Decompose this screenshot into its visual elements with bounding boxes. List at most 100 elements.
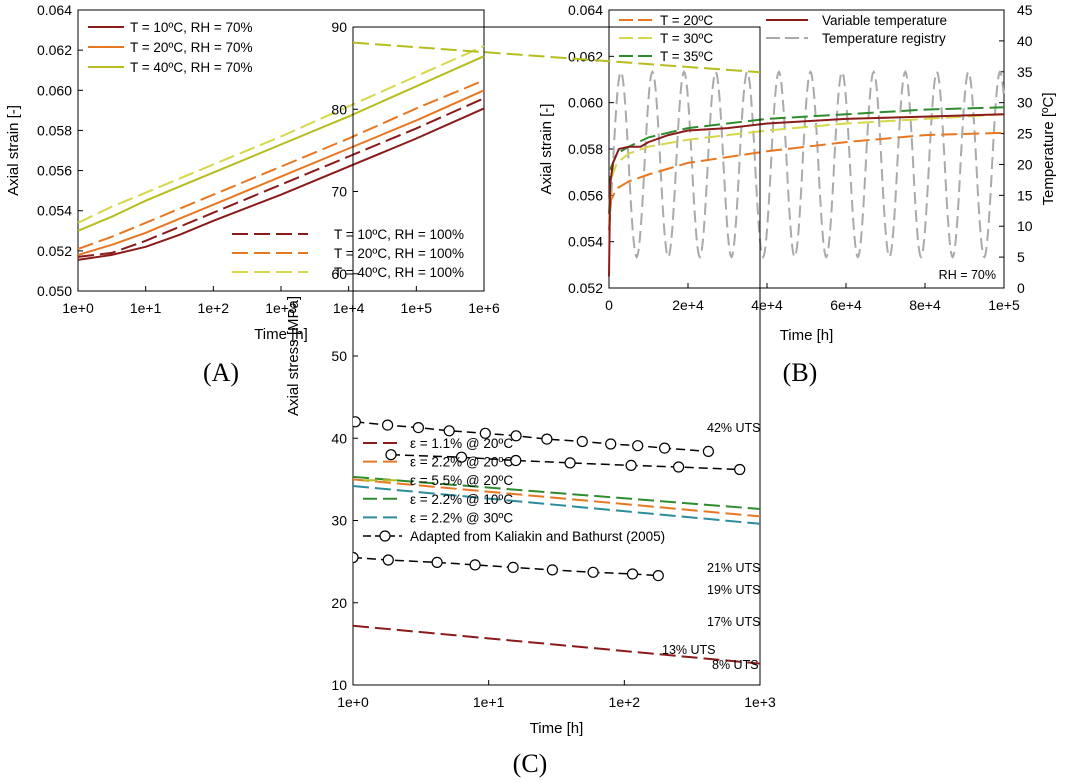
panel-c-legend-label: Adapted from Kaliakin and Bathurst (2005… [410, 529, 665, 544]
panel-a-series-line [77, 45, 485, 224]
panel-a-x-tick-label: 1e+4 [333, 300, 365, 316]
panel-b-y2-axis-label: Temperature [ºC] [1040, 92, 1057, 205]
panel-c-y-tick-label: 90 [331, 19, 347, 35]
panel-b-y2-tick-label: 5 [1017, 249, 1025, 265]
panel-c-series-marker [382, 419, 394, 431]
panel-b-y-axis-label: Axial strain [-] [538, 104, 555, 195]
panel-c-series-line [353, 475, 760, 510]
panel-b-legend-label: T = 30ºC [660, 31, 713, 46]
panel-c-series-line [353, 485, 760, 525]
panel-a-series-line [77, 97, 485, 258]
panel-b-y2-tick-label: 35 [1017, 64, 1033, 80]
panel-a-y-tick-label: 0.060 [37, 82, 72, 98]
panel-c-series-marker [734, 463, 746, 476]
panel-c-series-marker [626, 568, 639, 580]
panel-a-x-tick-label: 1e+6 [468, 300, 500, 316]
panel-a-label: (A) [203, 358, 239, 387]
panel-b-series-line [608, 113, 1005, 277]
panel-c-series-marker [431, 556, 443, 569]
panel-b-x-tick-label: 0 [605, 297, 613, 313]
panel-c-series-line [353, 41, 760, 74]
panel-b-legend-label: T = 20ºC [660, 13, 713, 28]
panel-b-y2-tick-label: 25 [1017, 126, 1033, 142]
panel-c-series-marker [412, 422, 424, 434]
panel-b-y-tick-label: 0.064 [568, 2, 603, 18]
panel-c-series-marker [652, 569, 664, 582]
panel-b-y-tick-label: 0.062 [568, 48, 603, 64]
panel-c-series-line [355, 421, 709, 453]
panel-a-y-tick-label: 0.056 [37, 163, 72, 179]
panel-c-y-tick-label: 60 [331, 266, 347, 282]
panel-c-series-marker [353, 551, 359, 564]
panel-a-legend-label: T = 10ºC, RH = 70% [130, 20, 253, 35]
panel-b-y2-tick-label: 0 [1017, 280, 1025, 296]
panel-c-y-tick-label: 50 [331, 348, 347, 364]
panel-c-series-marker [385, 449, 397, 461]
panel-b-y-tick-label: 0.056 [568, 187, 603, 203]
panel-c-series-marker [605, 438, 617, 450]
panel-c-series-marker [702, 445, 715, 457]
panel-c-y-tick-label: 70 [331, 184, 347, 200]
panel-c-y-tick-label: 10 [331, 677, 347, 693]
panel-b-y2-tick-label: 15 [1017, 187, 1033, 203]
panel-b-legend-label: T = 35ºC [660, 49, 713, 64]
panel-a-chart: 0.050 0.052 0.054 0.056 0.058 0.060 0.062 0.064… [5, 2, 500, 343]
panel-c-series-marker [546, 564, 559, 576]
panel-c-series-line [353, 478, 760, 518]
panel-b-x-tick-label: 1e+5 [988, 297, 1020, 313]
panel-b-annotation: RH = 70% [939, 268, 996, 282]
panel-c-annotation: 13% UTS [662, 643, 716, 657]
panel-a-x-tick-label: 1e+1 [130, 300, 162, 316]
panel-b-y2-tick-label: 20 [1017, 156, 1033, 172]
panel-b-y2-tick-label: 40 [1017, 33, 1033, 49]
panel-c-series-marker [632, 440, 644, 452]
panel-b-y-tick-label: 0.060 [568, 95, 603, 111]
panel-b-x-tick-label: 4e+4 [751, 297, 783, 313]
panel-c-chart: 10 20 30 40 50 60 70 80 90 1e+0 1e+1 1e+2 1e+3 Time [… [285, 19, 776, 737]
panel-c-series-line [353, 624, 760, 665]
panel-b-y2-tick-label: 30 [1017, 95, 1033, 111]
panel-c-legend-label: ε = 5.5% @ 20ºC [410, 473, 513, 488]
panel-c-y-tick-label: 30 [331, 513, 347, 529]
panel-c-y-tick-label: 80 [331, 101, 347, 117]
panel-b-y-tick-label: 0.054 [568, 234, 603, 250]
panel-c-legend-label: ε = 2.2% @ 10ºC [410, 492, 513, 507]
panel-c-y-tick-label: 40 [331, 430, 347, 446]
panel-a-y-axis-label: Axial strain [-] [5, 105, 22, 196]
panel-c-y-tick-label: 20 [331, 595, 347, 611]
panel-a-x-tick-label: 1e+5 [401, 300, 433, 316]
panel-a-legend-label: T = 20ºC, RH = 70% [130, 40, 253, 55]
panel-c-series-marker [507, 561, 519, 574]
panel-b-series-line [608, 113, 1005, 224]
panel-b-series-line [608, 106, 1005, 214]
panel-a-series-line [77, 79, 485, 250]
panel-b-x-tick-label: 8e+4 [909, 297, 941, 313]
panel-c-series-marker [541, 433, 553, 445]
panel-c-series-line [353, 556, 659, 577]
panel-b-x-tick-label: 2e+4 [672, 297, 704, 313]
panel-b-y2-tick-label: 45 [1017, 2, 1033, 18]
panel-b-x-tick-label: 6e+4 [830, 297, 862, 313]
panel-b-series-line [608, 131, 1005, 231]
panel-c-series-marker [353, 416, 361, 428]
panel-c-series-marker [479, 427, 491, 439]
panel-c-x-axis-label: Time [h] [530, 720, 584, 737]
panel-a-y-tick-label: 0.058 [37, 122, 72, 138]
panel-a-series-line [77, 89, 485, 256]
panel-c-x-tick-label: 1e+2 [609, 694, 641, 710]
panel-a-series-line [77, 107, 485, 261]
panel-c-series-marker [564, 457, 576, 469]
panel-a-series-line [77, 55, 485, 232]
panel-c-x-tick-label: 1e+0 [337, 694, 369, 710]
panel-c-series-marker [510, 454, 522, 467]
panel-a-x-tick-label: 1e+0 [62, 300, 94, 316]
panel-b-series-line [608, 70, 1005, 259]
panel-b-y2-tick-label: 10 [1017, 218, 1033, 234]
panel-a-y-tick-label: 0.050 [37, 283, 72, 299]
panel-c-series-marker [510, 430, 522, 442]
panel-c-legend-label: ε = 2.2% @ 20ºC [410, 455, 513, 470]
panel-a-legend-label: T = 40ºC, RH = 70% [130, 60, 253, 75]
panel-b-y-tick-label: 0.058 [568, 141, 603, 157]
panel-c-series-marker [672, 461, 685, 473]
